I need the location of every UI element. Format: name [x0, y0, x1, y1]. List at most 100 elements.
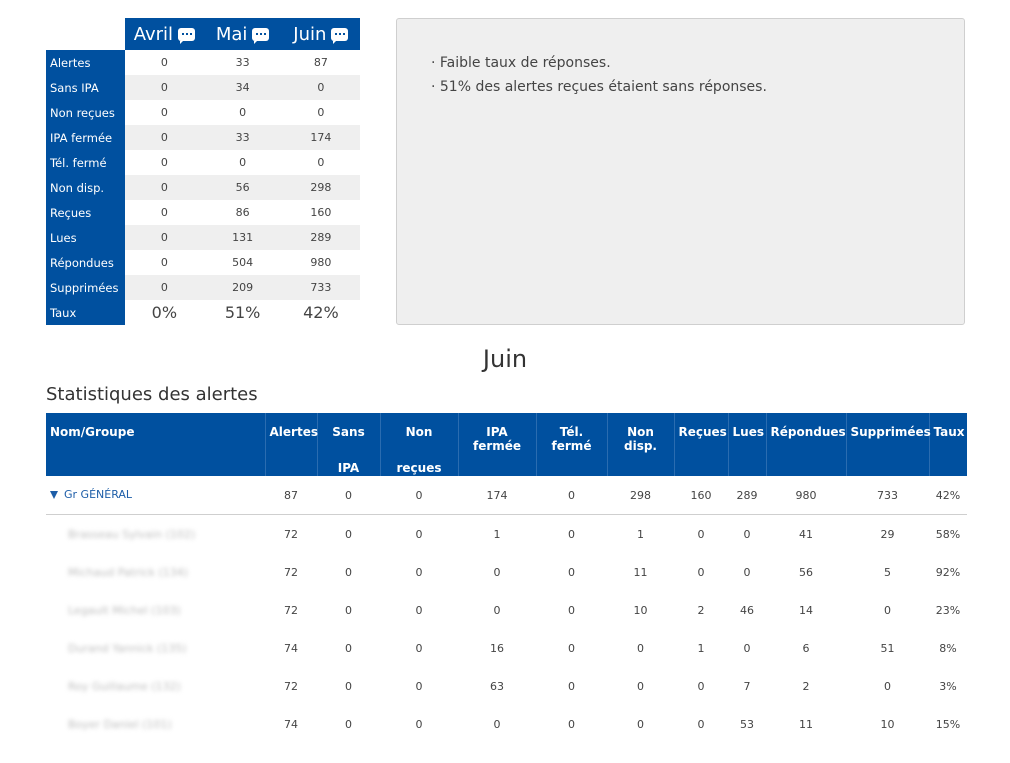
summary-cell: 33 [235, 56, 250, 69]
col-header-recues[interactable]: Reçues [674, 413, 729, 476]
col-header-supprimees[interactable]: Supprimées [846, 413, 931, 476]
col-header-lues[interactable]: Lues [728, 413, 767, 476]
col-header-non-recues[interactable]: Non reçues [380, 413, 459, 476]
col-header-ipa-fermee[interactable]: IPA fermée [458, 413, 537, 476]
group-name-cell[interactable]: Gr GÉNÉRAL [46, 476, 265, 515]
stat-cell: 298 [607, 476, 674, 515]
stat-cell: 0 [743, 527, 751, 541]
header-line: Sans [332, 425, 365, 439]
summary-row-label: Non reçues [46, 100, 126, 125]
col-header-repondues[interactable]: Répondues [766, 413, 847, 476]
stat-cell: 0 [743, 641, 751, 655]
summary-row-label: Répondues [46, 250, 126, 275]
header-line: reçues [396, 461, 442, 475]
summary-cell: 0 [160, 106, 168, 119]
member-name-cell: Michaud Patrick (134) [46, 553, 265, 591]
stat-cell: 15% [935, 717, 961, 731]
member-name: Michaud Patrick (134) [68, 565, 189, 579]
summary-row-ipa-fermee: IPA fermée 0 33 174 [46, 125, 360, 150]
summary-row-label: Non disp. [46, 175, 126, 200]
stat-cell: 0 [345, 641, 352, 655]
stat-cell: 0 [568, 565, 575, 579]
summary-row-label: Supprimées [46, 275, 126, 300]
member-name-cell: Legault Michel (103) [46, 591, 265, 629]
comment-icon[interactable] [178, 27, 196, 44]
summary-cell: 298 [281, 175, 360, 200]
stat-cell: 87 [265, 476, 317, 515]
col-header-alertes[interactable]: Alertes [265, 413, 318, 476]
stat-cell: 0 [380, 476, 458, 515]
member-name: Legault Michel (103) [68, 603, 181, 617]
stat-cell: 0 [697, 679, 705, 693]
comment-icon[interactable] [331, 27, 349, 44]
col-header-nom-groupe[interactable]: Nom/Groupe [46, 413, 266, 476]
stat-cell: 0 [345, 527, 352, 541]
stat-cell: 29 [880, 527, 895, 541]
stat-cell: 14 [799, 603, 813, 617]
col-header-sans-ipa[interactable]: Sans IPA [317, 413, 381, 476]
col-header-non-disp[interactable]: Non disp. [607, 413, 675, 476]
member-name-cell: Durand Yannick (135) [46, 629, 265, 667]
stat-cell: 733 [846, 476, 929, 515]
summary-cell: 504 [232, 256, 254, 269]
stat-cell: 42% [929, 476, 967, 515]
summary-cell: 733 [281, 275, 360, 300]
summary-row-label: Taux [46, 300, 126, 325]
summary-cell: 174 [281, 125, 360, 150]
stat-cell: 11 [633, 565, 648, 579]
stat-cell: 10 [880, 717, 895, 731]
stat-cell: 5 [884, 565, 891, 579]
header-line: Non [405, 425, 433, 439]
chevron-down-icon[interactable] [50, 490, 58, 499]
stat-cell: 0 [536, 476, 607, 515]
stat-cell: 0 [743, 565, 751, 579]
stat-cell: 8% [939, 641, 957, 655]
member-name: Durand Yannick (135) [68, 641, 187, 655]
summary-cell: 0 [125, 125, 204, 150]
stat-cell: 0 [493, 603, 501, 617]
stat-cell: 0 [884, 679, 891, 693]
summary-cell: 0 [160, 56, 168, 69]
summary-cell: 131 [203, 225, 282, 250]
summary-row-label: Reçues [46, 200, 126, 225]
month-title: Juin [482, 345, 528, 373]
stat-cell: 58% [935, 527, 961, 541]
stat-cell: 74 [284, 641, 298, 655]
summary-cell: 0 [317, 106, 325, 119]
group-toggle[interactable]: Gr GÉNÉRAL [50, 488, 132, 501]
stat-cell: 0 [568, 641, 575, 655]
col-header-taux[interactable]: Taux [929, 413, 967, 476]
summary-row-taux: Taux 0% 51% 42% [46, 300, 360, 325]
summary-cell: 0 [125, 275, 204, 300]
member-name-cell: Roy Guillaume (132) [46, 667, 265, 705]
group-row[interactable]: Gr GÉNÉRAL 87 0 0 174 0 298 160 289 980 … [46, 476, 967, 515]
group-name[interactable]: Gr GÉNÉRAL [64, 488, 133, 502]
stat-cell: 2 [697, 603, 705, 617]
stat-cell: 980 [766, 476, 846, 515]
col-header-tel-ferme[interactable]: Tél. fermé [536, 413, 608, 476]
stat-cell: 92% [935, 565, 961, 579]
stat-cell: 72 [284, 603, 298, 617]
stat-cell: 0 [697, 717, 705, 731]
stat-cell: 0 [568, 603, 575, 617]
summary-cell: 0 [281, 75, 360, 100]
comment-icon[interactable] [252, 27, 270, 44]
stat-cell: 0 [415, 679, 423, 693]
summary-cell: 42% [303, 303, 339, 322]
alert-stats-table: Nom/Groupe Alertes Sans IPA Non reçues IPA… [46, 413, 967, 743]
stat-cell: 56 [799, 565, 813, 579]
stat-cell: 72 [284, 565, 298, 579]
summary-cell: 34 [203, 75, 282, 100]
stat-cell: 0 [415, 527, 423, 541]
stat-cell: 23% [935, 603, 961, 617]
stat-cell: 0 [345, 717, 352, 731]
month-header-mai: Mai [203, 18, 282, 50]
summary-row-label: Alertes [46, 50, 126, 75]
summary-row-alertes: Alertes 0 33 87 [46, 50, 360, 75]
summary-cell: 56 [203, 175, 282, 200]
stat-cell: 72 [284, 679, 298, 693]
summary-cell: 160 [310, 206, 332, 219]
header-line: IPA [337, 461, 360, 475]
summary-cell: 0 [317, 156, 325, 169]
stat-cell: 1 [697, 641, 705, 655]
